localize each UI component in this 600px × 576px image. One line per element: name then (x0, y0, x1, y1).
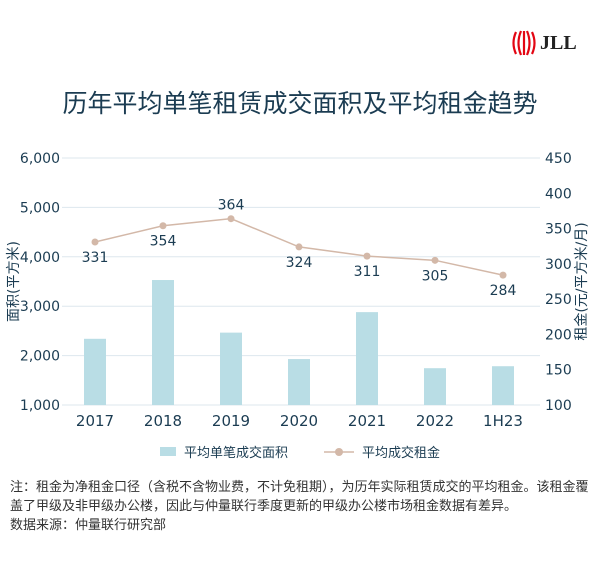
rent-point (159, 222, 167, 230)
x-tick-label: 2018 (144, 412, 182, 430)
y-right-tick-label: 100 (545, 398, 572, 414)
legend: 平均单笔成交面积 平均成交租金 (0, 442, 600, 461)
legend-swatch-bar (159, 447, 176, 456)
x-tick-label: 1H23 (483, 412, 523, 430)
source-text: 数据来源：仲量联行研究部 (10, 518, 167, 533)
rent-data-label: 331 (82, 250, 109, 266)
rent-data-label: 364 (218, 198, 245, 214)
x-tick-label: 2017 (76, 412, 114, 430)
rent-data-label: 311 (354, 264, 381, 280)
rent-point (91, 238, 99, 246)
bar (492, 366, 514, 405)
y-left-axis-label: 面积(平方米) (6, 241, 22, 322)
rent-data-label: 284 (490, 283, 517, 299)
bar (424, 368, 446, 405)
footnotes: 注：租金为净租金口径（含税不含物业费，不计免租期），为历年实际租赁成交的平均租金… (10, 478, 595, 535)
y-right-tick-label: 150 (545, 363, 572, 379)
x-tick-label: 2019 (212, 412, 250, 430)
note-text: 注：租金为净租金口径（含税不含物业费，不计免租期），为历年实际租赁成交的平均租金… (10, 480, 589, 514)
y-left-tick-label: 4,000 (20, 250, 60, 266)
y-right-tick-label: 350 (545, 222, 572, 238)
y-left-tick-label: 6,000 (20, 151, 60, 167)
legend-label-line: 平均成交租金 (362, 446, 441, 461)
rent-point (227, 215, 235, 223)
x-tick-label: 2020 (280, 412, 318, 430)
rent-data-label: 354 (150, 234, 177, 250)
combo-chart: 1,000 2,000 3,000 4,000 5,000 6,000 100 150 200 2… (6, 151, 590, 430)
legend-label-bar: 平均单笔成交面积 (183, 446, 288, 461)
x-tick-label: 2021 (348, 412, 386, 430)
jll-logo-text: JLL (540, 31, 577, 54)
legend-item-line: 平均成交租金 (324, 442, 440, 461)
bar (356, 312, 378, 405)
y-left-tick-label: 2,000 (20, 349, 60, 365)
legend-item-bar: 平均单笔成交面积 (159, 442, 288, 461)
chart-title: 历年平均单笔租赁成交面积及平均租金趋势 (62, 89, 538, 118)
y-left-tick-label: 5,000 (20, 200, 60, 216)
jll-logo: JLL (512, 30, 577, 56)
rent-point (295, 243, 303, 251)
rent-point (499, 271, 507, 279)
y-left-tick-label: 1,000 (20, 398, 60, 414)
y-right-tick-label: 200 (545, 327, 572, 343)
rent-data-label: 324 (286, 255, 313, 271)
y-right-axis-label: 租金(元/平方米/月) (574, 222, 590, 340)
bar (84, 338, 106, 405)
jll-logo-icon (512, 30, 536, 56)
y-right-tick-label: 300 (545, 257, 572, 273)
bar (288, 359, 310, 405)
legend-swatch-line (324, 447, 354, 456)
x-tick-label: 2022 (416, 412, 454, 430)
rent-point (431, 256, 439, 264)
y-right-tick-label: 450 (545, 151, 572, 167)
bar (152, 280, 174, 405)
rent-data-label: 305 (422, 268, 449, 284)
bar (220, 332, 242, 405)
y-right-tick-label: 250 (545, 292, 572, 308)
rent-point (363, 252, 371, 260)
y-left-tick-label: 3,000 (20, 299, 60, 315)
y-right-tick-label: 400 (545, 186, 572, 202)
